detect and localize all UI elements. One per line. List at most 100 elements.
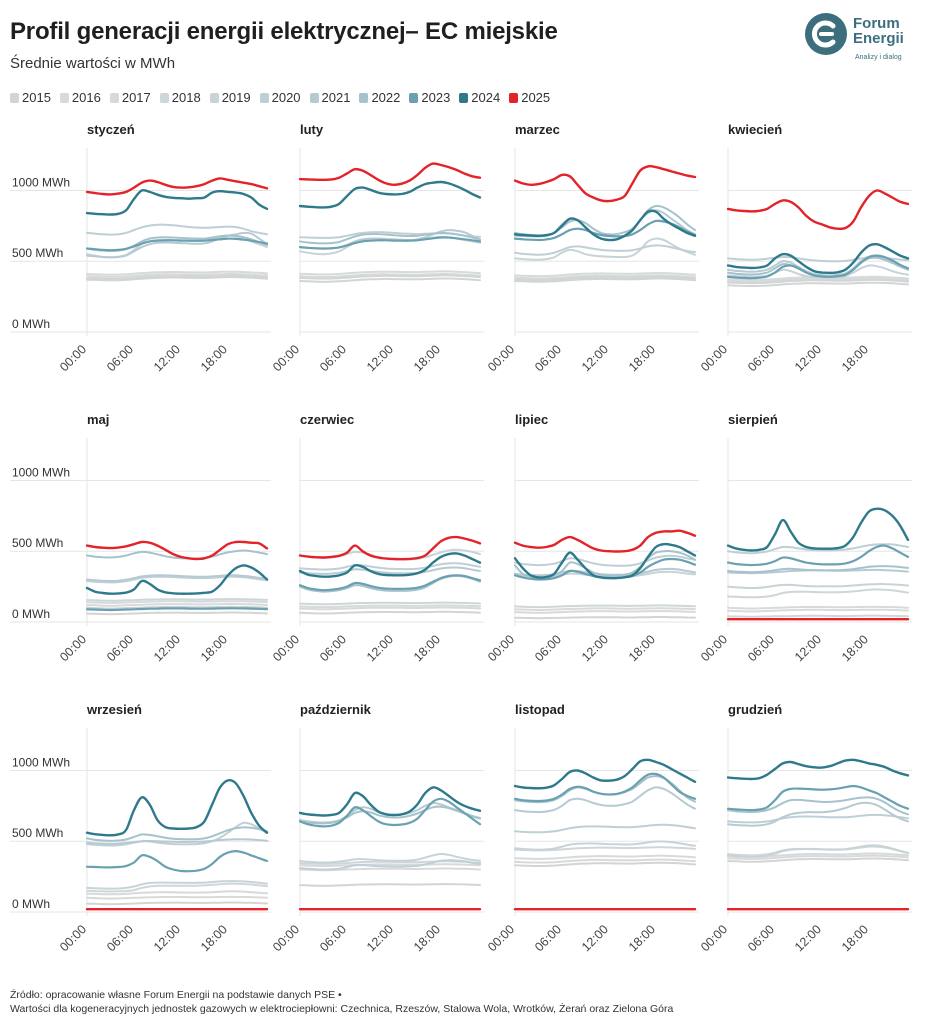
series-line-2023 bbox=[85, 237, 269, 252]
legend-swatch bbox=[509, 92, 519, 103]
x-tick-label: 00:00 bbox=[270, 342, 302, 374]
legend-swatch bbox=[259, 92, 269, 103]
legend-swatch bbox=[209, 92, 219, 103]
panel-title: grudzień bbox=[728, 702, 782, 717]
x-tick-label: 12:00 bbox=[792, 922, 824, 954]
series-line-2021 bbox=[86, 574, 268, 582]
legend-item-2017: 2017 bbox=[109, 90, 151, 105]
legend-label: 2017 bbox=[121, 90, 151, 105]
series-line-2025 bbox=[513, 529, 697, 553]
x-tick-label: 00:00 bbox=[57, 922, 89, 954]
series-line-2019 bbox=[299, 852, 481, 864]
legend-item-2024: 2024 bbox=[459, 90, 500, 105]
x-tick-label: 18:00 bbox=[411, 342, 443, 374]
series-line-2022 bbox=[299, 231, 481, 245]
y-tick-label: 1000 MWh bbox=[12, 175, 70, 189]
logo-tagline: Analizy i dialog bbox=[855, 54, 902, 61]
legend-item-2025: 2025 bbox=[509, 90, 550, 105]
x-tick-label: 00:00 bbox=[270, 922, 302, 954]
series-line-2022 bbox=[727, 565, 909, 574]
legend-label: 2016 bbox=[71, 90, 101, 105]
x-tick-label: 06:00 bbox=[317, 632, 349, 664]
x-tick-label: 06:00 bbox=[104, 342, 136, 374]
legend-item-2018: 2018 bbox=[159, 90, 201, 105]
series-line-2016 bbox=[514, 274, 696, 280]
series-line-2024 bbox=[726, 242, 910, 275]
panel-title: lipiec bbox=[515, 412, 548, 427]
series-line-2024 bbox=[726, 507, 910, 552]
legend-label: 2021 bbox=[321, 90, 351, 105]
legend-label: 2024 bbox=[471, 90, 501, 105]
series-line-2025 bbox=[298, 535, 482, 561]
y-tick-label: 500 MWh bbox=[12, 246, 63, 260]
logo-name-line2: Energii bbox=[853, 30, 904, 47]
series-line-2023 bbox=[298, 574, 482, 592]
series-line-2024 bbox=[298, 552, 482, 578]
logo-mark-icon bbox=[805, 13, 847, 55]
series-line-2020 bbox=[727, 543, 909, 555]
x-tick-label: 12:00 bbox=[579, 922, 611, 954]
x-tick-label: 06:00 bbox=[317, 342, 349, 374]
series-line-2019 bbox=[86, 880, 268, 890]
series-line-2015 bbox=[299, 883, 481, 887]
x-tick-label: 00:00 bbox=[485, 632, 517, 664]
x-tick-label: 06:00 bbox=[532, 342, 564, 374]
panel-maj: 0 MWh 500 MWh 1000 MWh maj 00:00 06:00 12:00 18… bbox=[10, 412, 271, 664]
x-tick-label: 06:00 bbox=[745, 922, 777, 954]
panel-title: listopad bbox=[515, 702, 565, 717]
legend-swatch bbox=[159, 92, 169, 103]
panel-styczeń: 0 MWh 500 MWh 1000 MWh styczeń 00:00 06:00 12:… bbox=[10, 122, 271, 374]
panel-title: maj bbox=[87, 412, 109, 427]
series-line-2018 bbox=[86, 274, 268, 280]
series-line-2022 bbox=[86, 826, 268, 842]
series-line-2015 bbox=[727, 614, 909, 618]
legend-swatch bbox=[359, 92, 369, 103]
series-line-2015 bbox=[86, 276, 268, 282]
legend-item-2023: 2023 bbox=[409, 90, 450, 105]
y-tick-label: 1000 MWh bbox=[12, 465, 70, 479]
x-tick-label: 18:00 bbox=[411, 632, 443, 664]
series-line-2024 bbox=[513, 209, 697, 242]
series-line-2023 bbox=[298, 236, 482, 250]
page-subtitle: Średnie wartości w MWh bbox=[10, 55, 176, 72]
series-line-2016 bbox=[727, 277, 909, 283]
x-tick-label: 06:00 bbox=[104, 922, 136, 954]
legend-label: 2025 bbox=[521, 90, 551, 105]
series-line-2016 bbox=[727, 608, 909, 613]
x-tick-label: 18:00 bbox=[839, 922, 871, 954]
series-line-2020 bbox=[86, 575, 268, 584]
series-line-2015 bbox=[299, 277, 481, 283]
series-line-2025 bbox=[726, 189, 910, 231]
x-tick-label: 12:00 bbox=[579, 342, 611, 374]
x-tick-label: 06:00 bbox=[317, 922, 349, 954]
series-line-2020 bbox=[514, 823, 696, 834]
legend-item-2015: 2015 bbox=[10, 90, 51, 105]
series-line-2021 bbox=[727, 801, 909, 827]
panel-październik: październik 00:00 06:00 12:00 18:00 bbox=[270, 702, 484, 954]
x-tick-label: 06:00 bbox=[745, 632, 777, 664]
panel-title: styczeń bbox=[87, 122, 135, 137]
series-line-2020 bbox=[299, 859, 481, 871]
y-tick-label: 0 MWh bbox=[12, 607, 50, 621]
series-line-2016 bbox=[86, 272, 268, 278]
x-tick-label: 12:00 bbox=[151, 922, 183, 954]
x-tick-label: 00:00 bbox=[698, 342, 730, 374]
legend-label: 2015 bbox=[22, 90, 51, 105]
legend-item-2016: 2016 bbox=[59, 90, 101, 105]
series-line-2019 bbox=[514, 840, 696, 851]
x-tick-label: 06:00 bbox=[532, 632, 564, 664]
series-line-2015 bbox=[727, 857, 909, 863]
x-tick-label: 18:00 bbox=[198, 922, 230, 954]
panel-title: marzec bbox=[515, 122, 560, 137]
panel-marzec: marzec 00:00 06:00 12:00 18:00 bbox=[485, 122, 699, 374]
x-tick-label: 18:00 bbox=[198, 342, 230, 374]
series-line-2015 bbox=[514, 861, 696, 867]
series-line-2017 bbox=[514, 607, 696, 611]
logo-name-line1: Forum bbox=[853, 15, 900, 32]
x-tick-label: 12:00 bbox=[792, 632, 824, 664]
series-line-2022 bbox=[299, 805, 481, 825]
legend-label: 2022 bbox=[371, 90, 401, 105]
series-line-2018 bbox=[514, 604, 696, 609]
y-tick-label: 0 MWh bbox=[12, 897, 50, 911]
